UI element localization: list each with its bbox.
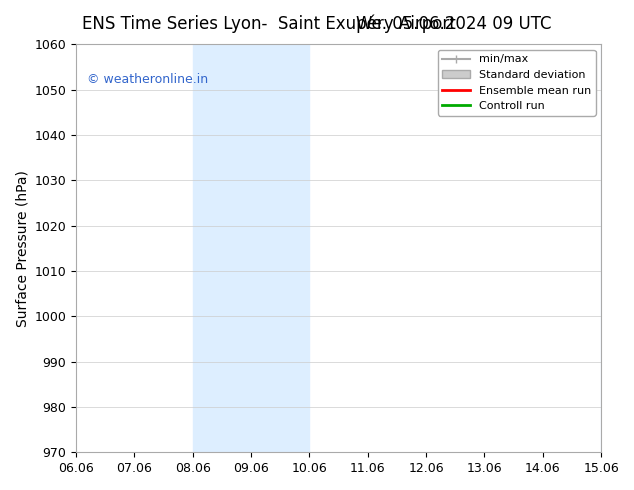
Text: © weatheronline.in: © weatheronline.in — [87, 73, 208, 86]
Y-axis label: Surface Pressure (hPa): Surface Pressure (hPa) — [15, 170, 29, 327]
Text: We. 05.06.2024 09 UTC: We. 05.06.2024 09 UTC — [356, 15, 552, 33]
Legend: min/max, Standard deviation, Ensemble mean run, Controll run: min/max, Standard deviation, Ensemble me… — [437, 50, 595, 116]
Bar — [193, 45, 309, 452]
Bar — [601, 45, 634, 452]
Text: ENS Time Series Lyon-  Saint Exupéry Airport: ENS Time Series Lyon- Saint Exupéry Airp… — [82, 15, 456, 33]
